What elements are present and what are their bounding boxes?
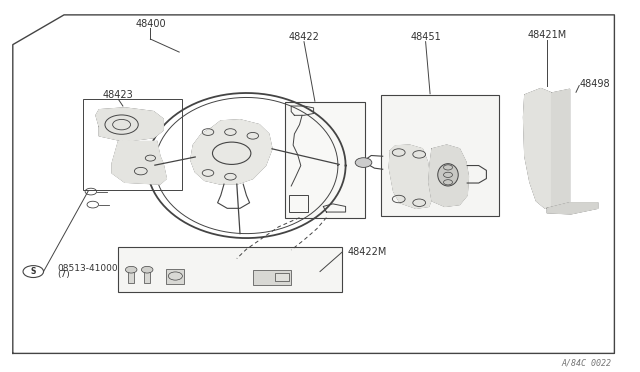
Polygon shape <box>112 141 166 184</box>
Text: 48498: 48498 <box>579 79 610 89</box>
Polygon shape <box>191 120 272 184</box>
Polygon shape <box>389 145 432 208</box>
Bar <box>83 99 182 190</box>
Text: 48426: 48426 <box>209 127 239 137</box>
Circle shape <box>141 266 153 273</box>
Bar <box>275 273 289 281</box>
Text: (7): (7) <box>58 270 70 279</box>
Circle shape <box>355 158 372 167</box>
Bar <box>289 195 308 212</box>
Bar <box>128 272 134 283</box>
Ellipse shape <box>438 164 458 186</box>
Text: 48423: 48423 <box>103 90 134 100</box>
Text: 48451: 48451 <box>410 32 441 42</box>
Text: 48400: 48400 <box>135 19 166 29</box>
Text: 08513-41000: 08513-41000 <box>58 264 118 273</box>
Polygon shape <box>96 108 163 141</box>
Text: 48422: 48422 <box>289 32 319 42</box>
Polygon shape <box>552 89 570 206</box>
Bar <box>253 270 291 285</box>
Text: 48422M: 48422M <box>348 247 387 257</box>
Bar <box>166 269 184 284</box>
Circle shape <box>125 266 137 273</box>
Bar <box>144 272 150 283</box>
Bar <box>381 95 499 216</box>
Text: 48421M: 48421M <box>527 31 567 40</box>
Polygon shape <box>547 203 598 214</box>
Text: S: S <box>31 267 36 276</box>
Bar <box>118 247 342 292</box>
Text: A/84C 0022: A/84C 0022 <box>561 358 611 367</box>
Bar <box>285 102 365 218</box>
Polygon shape <box>524 89 552 208</box>
Polygon shape <box>429 145 468 206</box>
